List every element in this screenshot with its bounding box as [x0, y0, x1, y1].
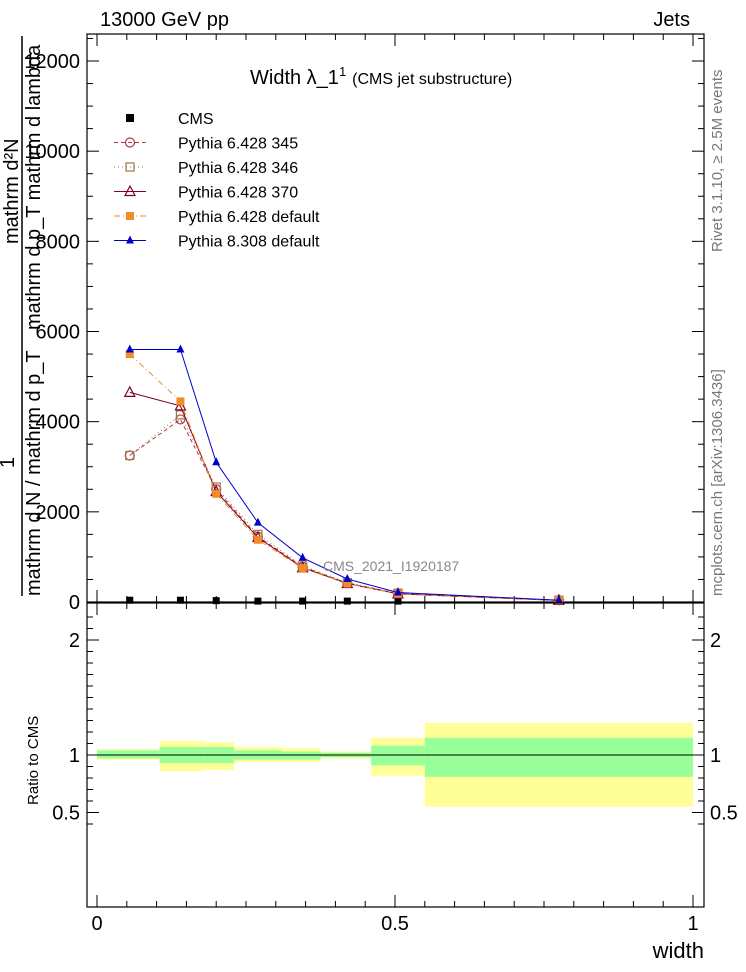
y-tick-label: 6000 [36, 322, 81, 344]
legend-marker [124, 137, 136, 148]
series-point [343, 574, 352, 583]
series-point [298, 564, 307, 573]
series-5 [125, 344, 563, 604]
series-point [125, 350, 134, 359]
ratio-tick-label: 0.5 [52, 803, 80, 825]
ratio-band-inner [281, 751, 321, 760]
legend-label: Pythia 6.428 345 [178, 136, 298, 153]
rivet-label: Rivet 3.1.10, ≥ 2.5M events [709, 70, 726, 253]
series-line [129, 353, 559, 601]
cms-data-point [299, 597, 307, 605]
legend-marker [126, 114, 134, 122]
legend-label: Pythia 8.308 default [178, 234, 320, 251]
ratio-axes: 0 0.5 1 0.5 0.5 1 1 2 2 [52, 603, 738, 935]
y-tick-label: 4000 [36, 412, 81, 434]
y-tick-label: 12000 [24, 51, 80, 73]
y-tick-label: 0 [69, 592, 80, 614]
ratio-tick-label-right: 0.5 [710, 803, 738, 825]
series-point [554, 595, 563, 604]
legend-label: Pythia 6.428 default [178, 209, 320, 226]
main-ylabel: 1 mathrm d²N mathrm d p_T mathrm d lambd… [0, 36, 45, 596]
xlabel: width [652, 938, 704, 963]
series-point [343, 579, 352, 588]
series-point [393, 587, 402, 596]
ylabel-d2n: mathrm d²N [1, 138, 23, 244]
x-tick-label: 0.5 [381, 913, 409, 935]
legend-label: CMS [178, 111, 214, 128]
mcplots-label: mcplots.cern.ch [arXiv:1306.3436] [709, 369, 726, 596]
chart-title-main: Width λ_1 [250, 67, 339, 89]
header-right: Jets [653, 9, 690, 31]
ratio-tick-label-right: 2 [710, 630, 721, 652]
x-tick-label: 1 [687, 913, 698, 935]
cms-data-point [343, 597, 351, 605]
series-point [298, 552, 307, 561]
legend-label: Pythia 6.428 370 [178, 185, 298, 202]
series-point [125, 450, 135, 461]
y-tick-label: 8000 [36, 231, 81, 253]
cms-data-point [394, 597, 402, 605]
ylabel-denominator: mathrm d p_T mathrm d lambda [23, 44, 45, 330]
x-tick-label: 0 [91, 913, 102, 935]
legend-marker [126, 235, 134, 244]
main-axes: 0 2000 4000 6000 8000 10000 12000 [24, 34, 704, 614]
series-point [176, 344, 185, 353]
legend-marker [125, 162, 135, 172]
ratio-tick-label: 1 [69, 745, 80, 767]
legend-marker [124, 184, 136, 197]
ratio-ylabel: Ratio to CMS [25, 716, 42, 805]
chart-title: Width λ_11 (CMS jet substructure) [250, 64, 512, 89]
ratio-band-inner [371, 745, 425, 766]
header-left: 13000 GeV pp [100, 9, 229, 31]
legend-marker [126, 212, 134, 220]
ratio-band-inner [424, 737, 693, 777]
ylabel-bottom: mathrm d N / mathrm d p_T [23, 350, 45, 596]
y-tick-label: 10000 [24, 141, 80, 163]
cms-data-point [212, 597, 220, 605]
ratio-band-inner [97, 750, 160, 759]
ratio-tick-label: 2 [69, 630, 80, 652]
ylabel-one: 1 [0, 457, 19, 468]
legend: CMS Pythia 6.428 345 Pythia 6.428 346 Pythi… [114, 111, 320, 251]
cms-data-point [176, 596, 184, 604]
series-line [129, 349, 559, 601]
ratio-bands [97, 722, 693, 807]
series-point [123, 385, 136, 397]
analysis-watermark: CMS_2021_I1920187 [323, 558, 459, 574]
series-point [125, 344, 134, 353]
ratio-tick-label-right: 1 [710, 745, 721, 767]
legend-label: Pythia 6.428 346 [178, 160, 298, 177]
cms-data-point [254, 597, 262, 605]
series-point [253, 517, 262, 526]
chart-title-sub: (CMS jet substructure) [352, 71, 512, 88]
series-point [212, 489, 221, 498]
main-series [123, 344, 565, 606]
series-point [176, 397, 185, 406]
series-point [253, 535, 262, 544]
chart-title-sup: 1 [339, 64, 346, 79]
series-point [212, 457, 221, 466]
cms-data-point [126, 596, 134, 604]
series-1 [124, 414, 565, 606]
y-tick-label: 2000 [36, 502, 81, 524]
